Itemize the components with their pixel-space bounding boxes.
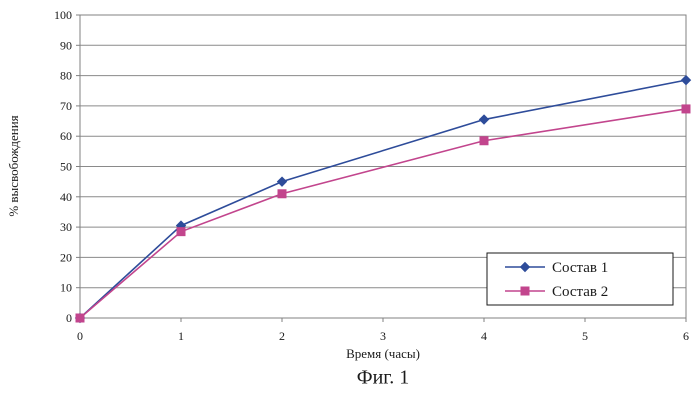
y-tick-label: 40	[60, 190, 72, 204]
legend-label: Состав 1	[552, 260, 608, 276]
figure-caption: Фиг. 1	[357, 367, 409, 389]
x-tick-label: 5	[582, 329, 588, 343]
x-tick-label: 1	[178, 329, 184, 343]
data-point	[479, 136, 489, 146]
data-point	[681, 104, 691, 114]
y-axis-ticks: 0 10 20 30 40 50 60 70 80 90 100	[54, 8, 80, 325]
data-point	[75, 313, 85, 323]
y-tick-label: 90	[60, 38, 72, 52]
x-tick-label: 4	[481, 329, 487, 343]
y-axis-label: % высвобождения	[6, 115, 21, 216]
y-tick-label: 50	[60, 160, 72, 174]
y-tick-label: 60	[60, 129, 72, 143]
y-tick-label: 0	[66, 311, 72, 325]
x-axis-label: Время (часы)	[346, 346, 420, 361]
y-tick-label: 30	[60, 220, 72, 234]
legend-item: Состав 1	[505, 260, 608, 276]
data-point	[176, 227, 186, 237]
legend-marker	[519, 261, 531, 273]
x-tick-label: 3	[380, 329, 386, 343]
legend: Состав 1 Состав 2	[486, 252, 674, 306]
data-point	[277, 189, 287, 199]
legend-item: Состав 2	[505, 284, 608, 300]
y-tick-label: 70	[60, 99, 72, 113]
x-axis-ticks: 0 1 2 3 4 5 6	[77, 318, 689, 343]
series-group	[74, 74, 692, 324]
legend-box	[486, 252, 674, 306]
y-tick-label: 10	[60, 281, 72, 295]
x-tick-label: 6	[683, 329, 689, 343]
data-point	[680, 74, 692, 86]
legend-label: Состав 2	[552, 284, 608, 300]
data-point	[478, 114, 490, 125]
y-tick-label: 80	[60, 69, 72, 83]
x-tick-label: 0	[77, 329, 83, 343]
series-2	[75, 104, 691, 323]
x-tick-label: 2	[279, 329, 285, 343]
y-tick-label: 100	[54, 8, 72, 22]
legend-marker	[520, 286, 530, 296]
y-tick-label: 20	[60, 250, 72, 264]
data-point	[276, 176, 288, 187]
